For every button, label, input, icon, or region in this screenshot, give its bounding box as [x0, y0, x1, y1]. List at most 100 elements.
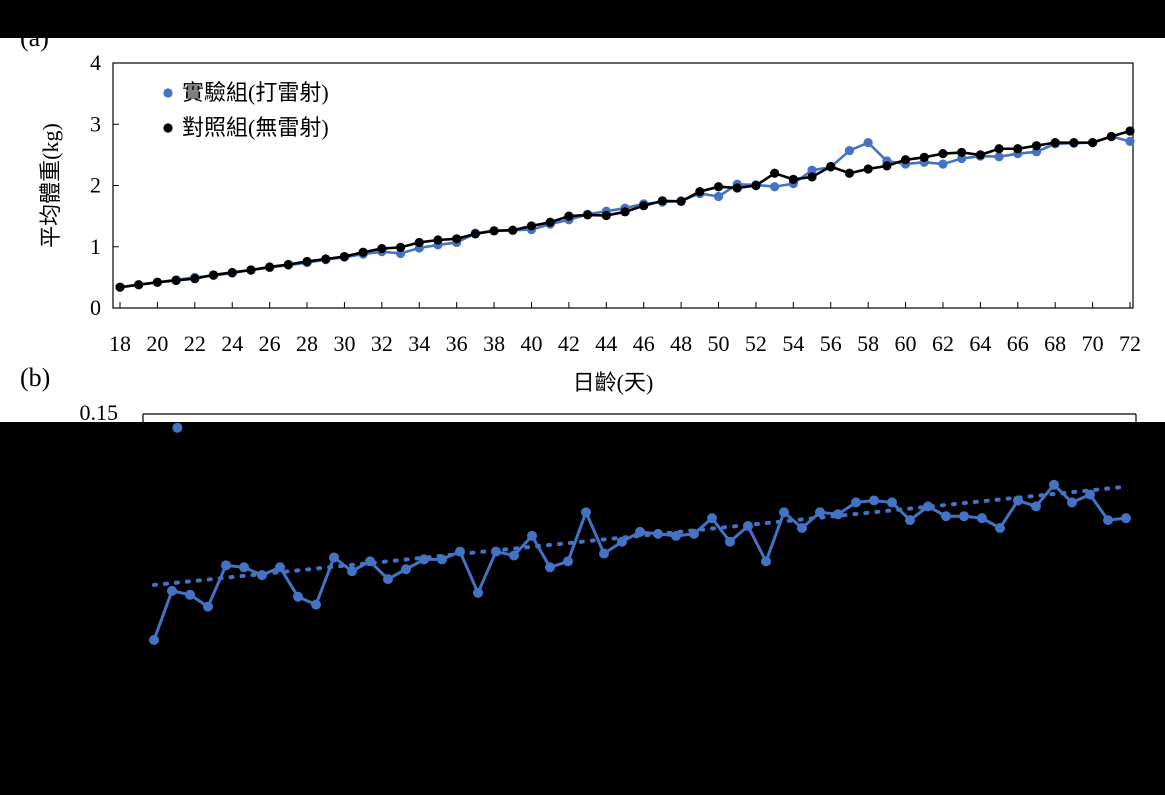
- data-point: [239, 562, 249, 573]
- series-line: [152, 482, 1127, 641]
- data-point: [959, 511, 969, 522]
- legend-marker: [163, 88, 173, 98]
- data-point: [347, 566, 357, 577]
- data-point: [470, 229, 480, 239]
- data-point: [770, 182, 780, 192]
- data-point: [383, 574, 393, 585]
- data-point: [620, 207, 630, 217]
- y-tick-label: 2: [90, 173, 101, 198]
- data-point: [977, 513, 987, 524]
- data-point: [657, 196, 668, 206]
- x-tick-label: 70: [1082, 331, 1104, 356]
- y-tick-label: 4: [90, 50, 101, 75]
- x-tick-label: 68: [1044, 331, 1066, 356]
- x-tick-label: 28: [296, 331, 318, 356]
- data-point: [900, 155, 911, 165]
- data-point: [227, 267, 237, 278]
- data-point: [564, 211, 574, 221]
- data-point: [1013, 144, 1023, 154]
- data-point: [761, 556, 771, 567]
- trend-line: [152, 484, 1128, 587]
- data-point: [851, 497, 861, 508]
- x-tick-label: 20: [146, 331, 168, 356]
- x-tick-label: 36: [446, 331, 468, 356]
- data-point: [1087, 138, 1098, 148]
- data-point: [581, 507, 591, 518]
- data-point: [1067, 497, 1077, 508]
- data-point: [339, 251, 350, 262]
- data-point: [152, 277, 163, 287]
- data-point: [807, 172, 817, 182]
- data-point: [115, 282, 125, 292]
- data-point: [527, 530, 537, 541]
- y-tick-label: 3: [90, 111, 101, 136]
- data-point: [732, 183, 742, 193]
- data-point: [713, 191, 724, 202]
- x-tick-label: 30: [333, 331, 355, 356]
- x-tick-label: 42: [558, 331, 580, 356]
- data-point: [941, 511, 951, 522]
- data-point: [725, 536, 735, 547]
- x-tick-label: 46: [633, 331, 655, 356]
- data-point: [395, 242, 406, 252]
- data-point: [508, 225, 518, 235]
- x-tick-label: 24: [221, 331, 243, 356]
- data-point: [509, 550, 519, 561]
- data-point: [826, 161, 836, 172]
- x-tick-label: 58: [857, 331, 879, 356]
- data-point: [788, 174, 798, 184]
- data-point: [957, 147, 967, 158]
- data-point: [995, 522, 1005, 533]
- data-point: [815, 507, 825, 518]
- data-point: [807, 165, 817, 175]
- data-point: [938, 149, 948, 159]
- data-point: [401, 564, 411, 575]
- data-point: [433, 235, 443, 245]
- data-point: [221, 560, 231, 571]
- data-point: [1050, 138, 1060, 148]
- x-tick-label: 52: [745, 331, 767, 356]
- data-point: [1031, 501, 1041, 512]
- data-point: [526, 221, 537, 231]
- data-point: [695, 187, 705, 197]
- data-point: [545, 217, 555, 227]
- data-point: [190, 274, 200, 284]
- data-point: [882, 161, 892, 171]
- x-tick-label: 50: [708, 331, 730, 356]
- data-point: [707, 513, 717, 524]
- legend-label: 實驗組(打雷射): [182, 80, 329, 105]
- data-point: [869, 495, 879, 506]
- data-point: [599, 548, 609, 559]
- data-point: [863, 138, 873, 148]
- x-tick-label: 48: [670, 331, 692, 356]
- data-point: [1049, 479, 1059, 490]
- data-point: [134, 280, 144, 290]
- data-point: [563, 556, 573, 567]
- outlier-point: [172, 422, 183, 433]
- x-tick-label: 38: [483, 331, 505, 356]
- data-point: [208, 270, 219, 280]
- data-point: [377, 243, 387, 254]
- data-point: [452, 234, 462, 244]
- legend-label: 對照組(無雷射): [182, 115, 329, 140]
- legend-marker: [163, 123, 173, 133]
- data-point: [975, 150, 985, 160]
- data-point: [265, 262, 275, 272]
- data-point: [489, 226, 499, 236]
- data-point: [1103, 515, 1113, 526]
- x-tick-label: 26: [259, 331, 281, 356]
- data-point: [311, 599, 321, 610]
- x-tick-label: 72: [1119, 331, 1141, 356]
- x-tick-label: 56: [820, 331, 842, 356]
- x-axis-label: 日齡(天): [573, 370, 654, 395]
- data-point: [203, 601, 213, 612]
- data-point: [994, 152, 1004, 162]
- data-point: [844, 145, 855, 156]
- data-point: [167, 585, 177, 596]
- data-point: [293, 591, 303, 602]
- data-point: [1031, 141, 1042, 151]
- data-point: [545, 562, 555, 573]
- data-point: [938, 159, 948, 169]
